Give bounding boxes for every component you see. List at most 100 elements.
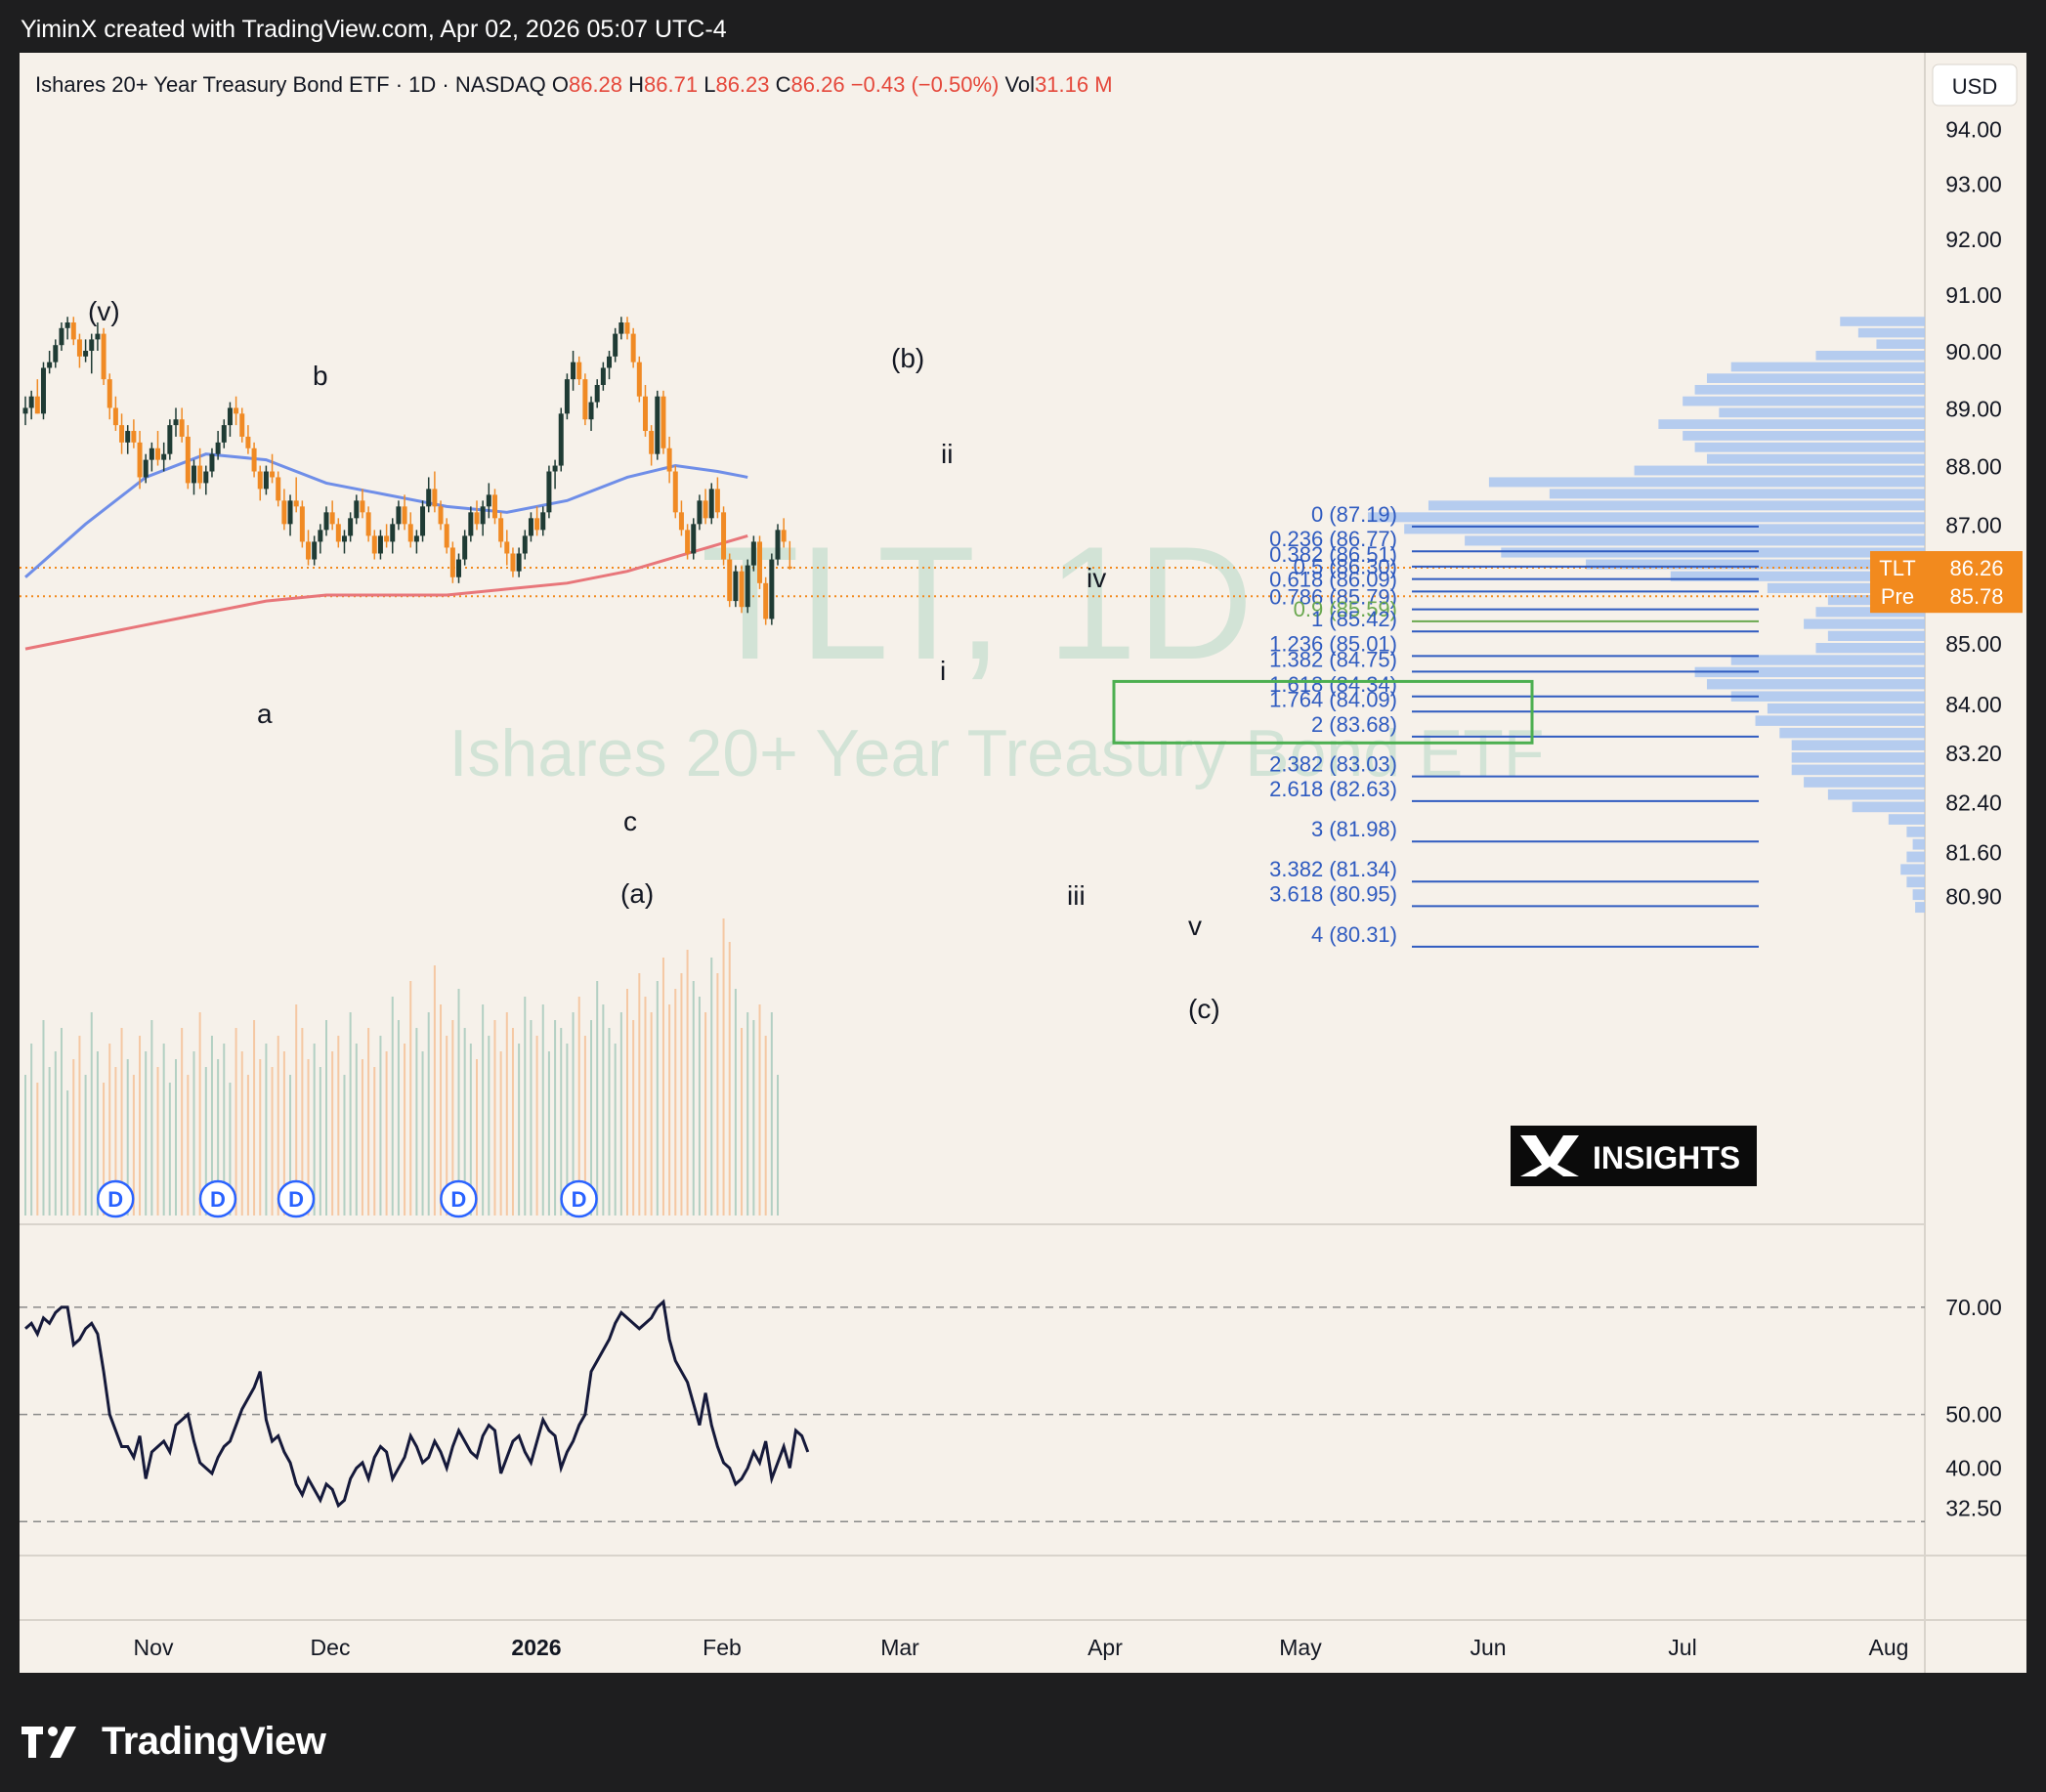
candle-body[interactable] <box>781 530 787 542</box>
candle-body[interactable] <box>341 535 347 542</box>
candle-body[interactable] <box>678 512 684 531</box>
candle-body[interactable] <box>594 384 600 403</box>
candle-body[interactable] <box>215 442 221 454</box>
candle-body[interactable] <box>697 500 703 525</box>
candle-body[interactable] <box>185 436 191 484</box>
candle-body[interactable] <box>721 512 727 560</box>
candle-body[interactable] <box>22 407 28 414</box>
candle-body[interactable] <box>53 345 59 363</box>
candle-body[interactable] <box>257 471 263 490</box>
candle-body[interactable] <box>534 518 540 531</box>
candle-body[interactable] <box>763 582 769 619</box>
candle-body[interactable] <box>83 351 89 357</box>
candle-body[interactable] <box>426 489 432 507</box>
candle-body[interactable] <box>672 471 678 513</box>
candle-body[interactable] <box>125 431 131 443</box>
candle-body[interactable] <box>745 565 750 608</box>
candle-body[interactable] <box>76 339 82 357</box>
candle-body[interactable] <box>540 512 546 531</box>
candle-body[interactable] <box>757 541 763 583</box>
candle-body[interactable] <box>173 419 179 426</box>
candle-body[interactable] <box>354 500 360 519</box>
candle-body[interactable] <box>420 506 426 536</box>
candle-body[interactable] <box>318 530 323 542</box>
dividend-marker[interactable] <box>277 1179 316 1218</box>
candle-body[interactable] <box>161 453 167 460</box>
candle-body[interactable] <box>143 459 149 478</box>
candle-body[interactable] <box>787 566 792 569</box>
premarket-price-tag[interactable] <box>1870 579 2023 614</box>
candle-body[interactable] <box>40 367 46 414</box>
candle-body[interactable] <box>468 512 474 536</box>
candle-body[interactable] <box>95 333 101 340</box>
candle-body[interactable] <box>306 541 312 560</box>
candle-body[interactable] <box>444 524 449 548</box>
chart-canvas[interactable]: TLT, 1D Ishares 20+ Year Treasury Bond ET… <box>20 53 2026 1673</box>
candle-body[interactable] <box>655 396 661 454</box>
candle-body[interactable] <box>588 402 594 420</box>
candle-body[interactable] <box>270 471 276 478</box>
candle-body[interactable] <box>149 448 154 460</box>
candle-body[interactable] <box>769 559 775 619</box>
candle-body[interactable] <box>59 327 64 346</box>
candle-body[interactable] <box>263 471 269 490</box>
candle-body[interactable] <box>491 494 497 519</box>
candle-body[interactable] <box>390 524 396 542</box>
candle-body[interactable] <box>287 500 293 525</box>
candle-body[interactable] <box>276 477 281 501</box>
candle-body[interactable] <box>365 512 371 536</box>
candle-body[interactable] <box>179 419 185 437</box>
candle-body[interactable] <box>107 379 112 408</box>
target-zone-box[interactable] <box>1112 679 1534 745</box>
candle-body[interactable] <box>299 506 305 542</box>
candle-body[interactable] <box>462 535 468 560</box>
candle-body[interactable] <box>227 407 233 426</box>
last-price-tag[interactable] <box>1870 551 2023 585</box>
rsi-line[interactable] <box>24 1299 810 1509</box>
candle-body[interactable] <box>234 407 239 414</box>
candle-body[interactable] <box>101 333 107 380</box>
candle-body[interactable] <box>750 541 756 566</box>
candle-body[interactable] <box>167 425 173 454</box>
candle-body[interactable] <box>131 431 137 443</box>
candle-body[interactable] <box>209 453 215 472</box>
candle-body[interactable] <box>630 333 636 363</box>
candle-body[interactable] <box>413 535 419 542</box>
candle-body[interactable] <box>348 518 354 536</box>
candle-body[interactable] <box>34 396 40 414</box>
candle-body[interactable] <box>112 407 118 426</box>
currency-button[interactable] <box>1932 64 2018 107</box>
candle-body[interactable] <box>558 413 564 466</box>
candle-body[interactable] <box>733 571 739 602</box>
candle-body[interactable] <box>600 367 606 385</box>
candle-body[interactable] <box>323 512 329 531</box>
candle-body[interactable] <box>203 471 209 484</box>
candle-body[interactable] <box>624 322 630 334</box>
candle-body[interactable] <box>552 465 558 472</box>
candle-body[interactable] <box>522 535 528 554</box>
candle-body[interactable] <box>119 425 125 443</box>
candle-body[interactable] <box>708 489 714 519</box>
tradingview-logo[interactable]: TradingView <box>21 1720 326 1764</box>
candle-body[interactable] <box>649 431 655 454</box>
candle-body[interactable] <box>137 442 143 478</box>
candle-body[interactable] <box>528 518 533 536</box>
candle-body[interactable] <box>155 448 161 460</box>
candle-body[interactable] <box>384 535 390 542</box>
candle-body[interactable] <box>335 524 341 542</box>
candle-body[interactable] <box>432 489 438 507</box>
candle-body[interactable] <box>618 322 624 334</box>
candle-body[interactable] <box>480 506 486 525</box>
candle-body[interactable] <box>703 500 708 519</box>
dividend-marker[interactable] <box>560 1179 598 1218</box>
candle-body[interactable] <box>546 471 552 513</box>
candle-body[interactable] <box>438 506 444 525</box>
candle-body[interactable] <box>739 571 745 608</box>
candle-body[interactable] <box>498 518 504 542</box>
candle-body[interactable] <box>197 465 203 484</box>
candle-body[interactable] <box>691 524 697 554</box>
candle-body[interactable] <box>636 362 642 397</box>
candle-body[interactable] <box>486 494 491 507</box>
candle-body[interactable] <box>576 362 582 380</box>
dividend-marker[interactable] <box>440 1179 478 1218</box>
